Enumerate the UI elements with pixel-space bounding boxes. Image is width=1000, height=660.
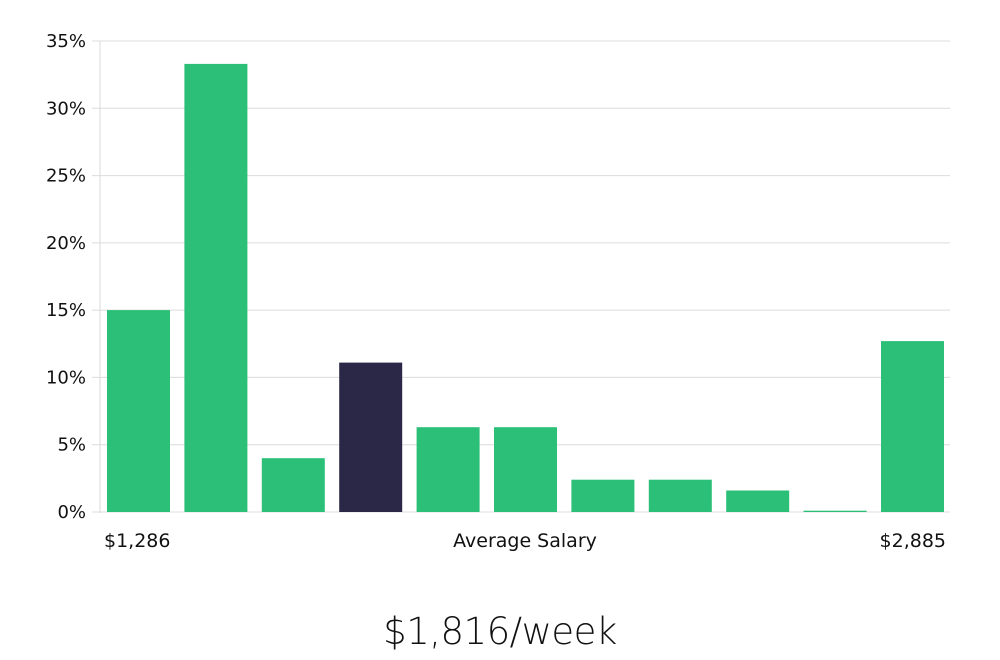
x-max-label: $2,885: [880, 530, 946, 552]
bar: [184, 63, 248, 513]
y-tick-label: 5%: [57, 435, 86, 456]
bar: [107, 310, 170, 512]
bar: [881, 341, 944, 512]
bar: [261, 458, 325, 512]
y-tick-labels: 0% 5% 10% 15% 20% 25% 30% 35%: [46, 31, 86, 523]
y-tick-label: 10%: [46, 367, 86, 388]
bar: [648, 479, 712, 512]
y-tick-label: 15%: [46, 300, 86, 321]
bars: [107, 63, 944, 513]
x-min-label: $1,286: [104, 530, 170, 552]
bar-highlighted: [339, 362, 403, 512]
salary-histogram: 0% 5% 10% 15% 20% 25% 30% 35% $1,286 Average Sa…: [46, 31, 950, 552]
y-tick-label: 0%: [57, 502, 86, 523]
x-axis-label: Average Salary: [453, 530, 597, 552]
bar: [416, 427, 480, 512]
bar: [494, 427, 557, 512]
bar: [726, 490, 790, 512]
y-tick-label: 25%: [46, 166, 86, 187]
x-labels: $1,286 Average Salary $2,885: [104, 530, 946, 552]
y-tick-label: 35%: [46, 31, 86, 52]
bar: [571, 479, 635, 512]
y-tick-label: 30%: [46, 98, 86, 119]
bar: [803, 510, 867, 512]
y-tick-label: 20%: [46, 233, 86, 254]
average-salary-value: $1,816/week: [383, 610, 617, 653]
